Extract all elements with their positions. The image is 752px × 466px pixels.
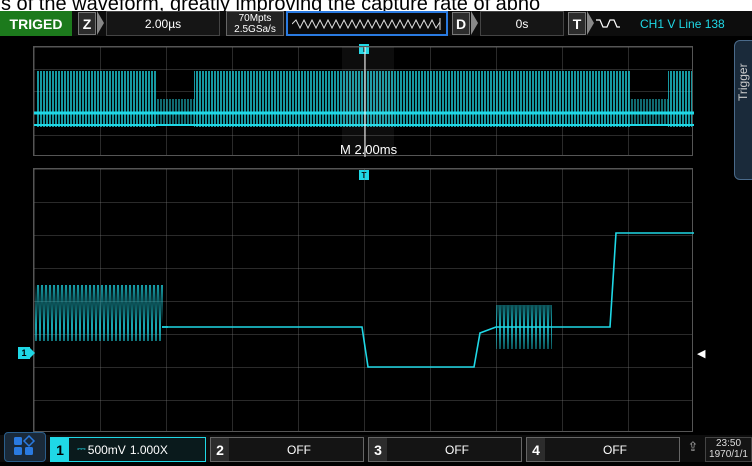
overview-trace <box>34 47 694 157</box>
main-trace <box>35 232 694 368</box>
timebase-value[interactable]: 2.00µs <box>106 11 220 36</box>
channel3-number: 3 <box>369 438 387 461</box>
channel4-status: OFF <box>603 442 627 457</box>
channel1-offset-marker[interactable]: 1 <box>18 347 35 359</box>
trigger-status-badge[interactable]: TRIGED <box>0 11 72 36</box>
main-timebase-label: M 2.00ms <box>340 142 398 157</box>
trigger-position-marker[interactable]: T <box>359 44 369 54</box>
trigger-level-arrow-icon[interactable]: ◀ <box>697 348 706 360</box>
waveform-overview-icon <box>292 17 441 30</box>
trigger-info-text: CH1 V Line 138 <box>640 16 725 31</box>
delay-button[interactable]: D <box>452 12 470 35</box>
trigger-chevron-icon <box>587 11 594 35</box>
trigger-position-marker-main[interactable]: T <box>359 170 369 180</box>
trigger-side-tab[interactable]: Trigger <box>734 40 752 180</box>
channel1-probe: 1.000X <box>129 442 168 457</box>
clock-time: 23:50 <box>715 438 742 449</box>
channel1-button[interactable]: 1 ⎓ 500mV 1.000X <box>50 437 206 462</box>
trigger-button[interactable]: T <box>568 12 586 35</box>
channel4-number: 4 <box>527 438 545 461</box>
channel1-number: 1 <box>51 438 69 461</box>
home-grid-icon <box>14 434 36 455</box>
delay-chevron-icon <box>471 11 478 35</box>
main-waveform-area[interactable] <box>33 168 694 432</box>
delay-value[interactable]: 0s <box>480 11 564 36</box>
rising-edge-icon <box>596 19 620 28</box>
channel1-scale: 500mV <box>87 442 126 457</box>
zoom-chevron-icon <box>97 11 104 35</box>
channel3-status: OFF <box>445 442 469 457</box>
channel3-button[interactable]: 3 OFF <box>368 437 522 462</box>
zoom-button[interactable]: Z <box>78 12 96 35</box>
top-status-bar: TRIGED Z 2.00µs 70Mpts 2.5GSa/s D 0s T C… <box>0 11 752 36</box>
memory-depth: 70Mpts <box>238 12 272 24</box>
home-menu-button[interactable] <box>4 432 46 462</box>
overview-waveform-area[interactable] <box>33 46 694 157</box>
channel4-button[interactable]: 4 OFF <box>526 437 680 462</box>
clock-date: 1970/1/1 <box>709 449 748 460</box>
dc-coupling-icon: ⎓ <box>77 443 86 455</box>
sample-rate: 2.5GSa/s <box>234 23 276 35</box>
trigger-side-tab-label: Trigger <box>736 63 750 101</box>
channel2-status: OFF <box>287 442 311 457</box>
channel2-number: 2 <box>211 438 229 461</box>
trigger-info[interactable]: CH1 V Line 138 <box>592 11 752 36</box>
usb-icon: ⇪ <box>687 439 699 454</box>
system-clock: 23:50 1970/1/1 <box>705 437 752 462</box>
acquisition-info[interactable]: 70Mpts 2.5GSa/s <box>226 11 284 36</box>
waveform-overview[interactable] <box>286 11 448 36</box>
channel2-button[interactable]: 2 OFF <box>210 437 364 462</box>
